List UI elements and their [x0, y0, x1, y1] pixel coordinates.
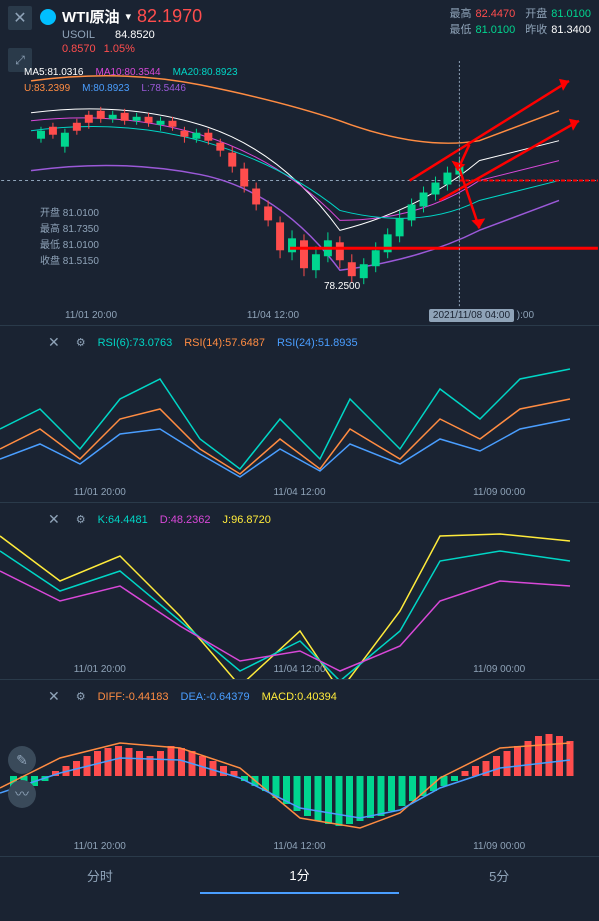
k-label: K:64.4481 — [98, 514, 148, 526]
header: ✕ WTI原油 ▾ 82.1970 USOIL 84.8520 0.8570 1… — [0, 0, 599, 61]
main-chart-svg — [0, 61, 599, 325]
boll-u-label: U:83.2399 — [24, 83, 70, 94]
indicator-tool-button[interactable]: 〰 — [8, 780, 36, 808]
macd-xaxis: 11/01 20:0011/04 12:0011/09 00:00 — [0, 837, 599, 856]
symbol-name[interactable]: WTI原油 — [62, 6, 120, 27]
sub-symbol: USOIL — [40, 29, 95, 41]
macd-close-icon[interactable]: ✕ — [44, 688, 64, 705]
kdj-close-icon[interactable]: ✕ — [44, 511, 64, 528]
main-xaxis: 11/01 20:00 11/04 12:00 2021/11/08 04:00… — [0, 306, 599, 325]
change-value: 0.8570 — [62, 43, 96, 55]
kdj-settings-icon[interactable]: ⚙ — [76, 513, 86, 526]
macd-panel[interactable]: ✕ ⚙ DIFF:-0.44183 DEA:-0.64379 MACD:0.40… — [0, 680, 599, 857]
rsi24-label: RSI(24):51.8935 — [277, 337, 358, 349]
close-button[interactable]: ✕ — [8, 6, 32, 30]
draw-tool-button[interactable]: ✎ — [8, 746, 36, 774]
rsi-close-icon[interactable]: ✕ — [44, 334, 64, 351]
low-price-marker: 78.2500 — [324, 281, 360, 292]
change-pct: 1.05% — [104, 43, 135, 55]
last-price: 82.1970 — [137, 6, 202, 27]
timeframe-5分[interactable]: 5分 — [399, 858, 599, 893]
rsi6-label: RSI(6):73.0763 — [98, 337, 173, 349]
ma20-label: MA20:80.8923 — [173, 67, 238, 78]
sub-price: 84.8520 — [115, 29, 155, 41]
rsi-panel[interactable]: ✕ ⚙ RSI(6):73.0763 RSI(14):57.6487 RSI(2… — [0, 326, 599, 503]
symbol-icon — [40, 9, 56, 25]
kdj-panel[interactable]: ✕ ⚙ K:64.4481 D:48.2362 J:96.8720 11/01 … — [0, 503, 599, 680]
ma5-label: MA5:81.0316 — [24, 67, 84, 78]
macd-settings-icon[interactable]: ⚙ — [76, 690, 86, 703]
kdj-xaxis: 11/01 20:0011/04 12:0011/09 00:00 — [0, 660, 599, 679]
timeframe-分时[interactable]: 分时 — [0, 858, 200, 893]
rsi-settings-icon[interactable]: ⚙ — [76, 336, 86, 349]
ma10-label: MA10:80.3544 — [96, 67, 161, 78]
boll-m-label: M:80.8923 — [82, 83, 129, 94]
macd-label: MACD:0.40394 — [262, 691, 337, 703]
timeframe-bar: 分时1分5分 — [0, 857, 599, 893]
rsi-xaxis: 11/01 20:0011/04 12:0011/09 00:00 — [0, 483, 599, 502]
ohlc-summary: 最高82.4470 开盘81.0100 最低81.0100 昨收81.3400 — [449, 6, 591, 38]
d-label: D:48.2362 — [160, 514, 211, 526]
cursor-ohlc-box: 开盘 81.0100 最高 81.7350 最低 81.0100 收盘 81.5… — [40, 206, 99, 270]
diff-label: DIFF:-0.44183 — [98, 691, 169, 703]
cursor-time: 2021/11/08 04:00 — [429, 309, 514, 322]
dea-label: DEA:-0.64379 — [181, 691, 250, 703]
main-chart-panel[interactable]: MA5:81.0316 MA10:80.3544 MA20:80.8923 U:… — [0, 61, 599, 326]
boll-l-label: L:78.5446 — [141, 83, 186, 94]
rsi14-label: RSI(14):57.6487 — [184, 337, 265, 349]
dropdown-icon[interactable]: ▾ — [126, 10, 132, 23]
j-label: J:96.8720 — [223, 514, 271, 526]
timeframe-1分[interactable]: 1分 — [200, 857, 400, 894]
